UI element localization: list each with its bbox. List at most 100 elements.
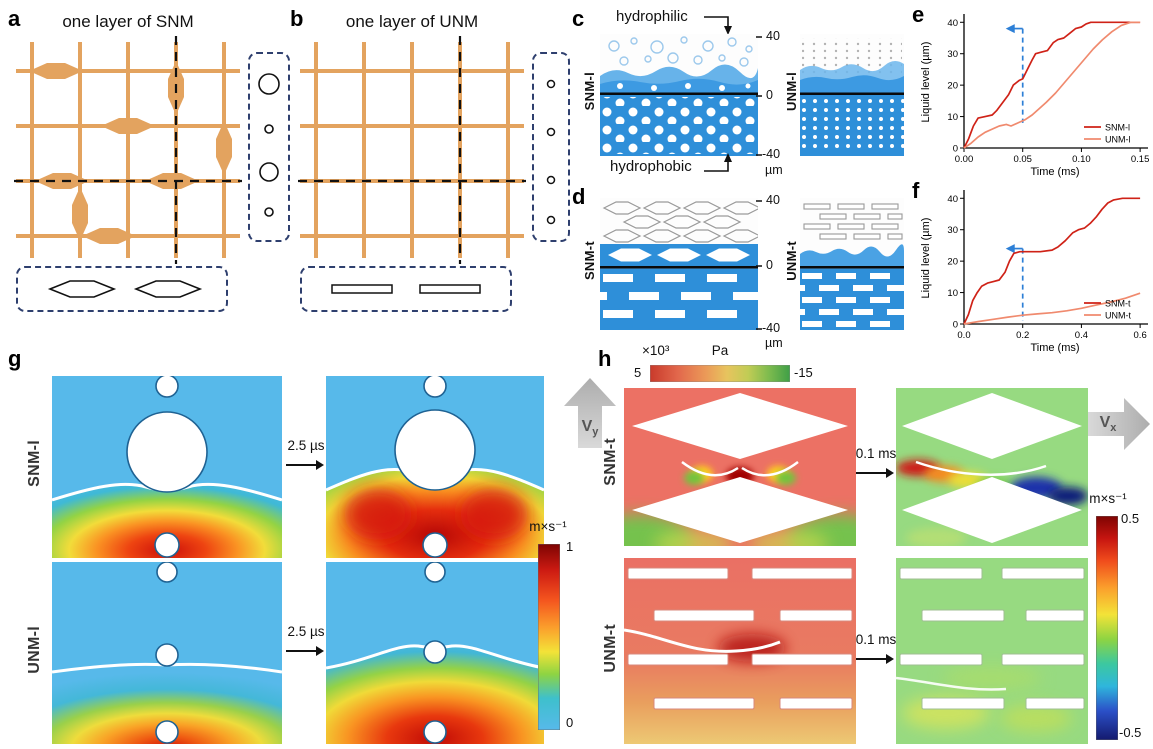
- svg-text:UNM-t: UNM-t: [1105, 311, 1131, 321]
- panel-g-time-label-row2: 2.5 µs: [287, 624, 325, 639]
- panel-b-title: one layer of UNM: [345, 12, 479, 31]
- pressure-colorbar: [650, 365, 790, 382]
- h-colorbar-unit: m×s⁻¹: [1089, 491, 1127, 506]
- velocity-letter: V: [1099, 414, 1111, 431]
- velocity-subscript: y: [592, 426, 599, 439]
- velocity-y-arrow-icon: [564, 378, 616, 448]
- svg-text:SNM-t: SNM-t: [1105, 299, 1131, 309]
- pressure-min: -15: [794, 365, 813, 380]
- unm-pore-side-view: [546, 79, 556, 225]
- scale-unit-c: µm: [765, 163, 783, 177]
- snm-t-pressure-field-t1: [896, 388, 1088, 546]
- panel-c-label: c: [572, 6, 585, 31]
- hydrophobic-pointer-icon: [704, 153, 732, 172]
- svg-text:Liquid level (µm): Liquid level (µm): [920, 42, 932, 123]
- svg-text:0.00: 0.00: [955, 154, 974, 165]
- scale-zero-d: 0: [766, 258, 773, 272]
- panel-b-label: b: [290, 6, 304, 31]
- snm-layer-grid-illustration: [14, 36, 242, 264]
- unm-t-wetting-snapshot: [800, 198, 904, 330]
- panel-a-label: a: [8, 6, 21, 31]
- unm-t-pressure-field-t0: [624, 558, 856, 744]
- svg-text:30: 30: [947, 49, 958, 60]
- snm-spindle-side-view: [47, 280, 203, 298]
- panel-d-left-image-label: SNM-t: [582, 241, 597, 281]
- panel-d-label: d: [572, 184, 586, 209]
- panel-c-left-image-label: SNM-l: [582, 72, 597, 111]
- g-colorbar-unit: m×s⁻¹: [529, 519, 567, 534]
- svg-text:0.4: 0.4: [1075, 330, 1088, 341]
- svg-text:30: 30: [947, 225, 958, 236]
- scale-min-c: -40: [762, 147, 781, 161]
- pressure-max: 5: [634, 365, 642, 380]
- scale-unit-d: µm: [765, 336, 783, 350]
- panel-g-row1-label: SNM-l: [26, 440, 43, 487]
- svg-text:0.0: 0.0: [957, 330, 970, 341]
- svg-text:40: 40: [947, 194, 958, 205]
- svg-text:SNM-l: SNM-l: [1105, 123, 1130, 133]
- velocity-x-arrow-icon: [1088, 398, 1150, 450]
- time-arrow-icon: [286, 646, 324, 656]
- snm-l-velocity-field-t0: [52, 376, 282, 558]
- velocity-x-label: Vx: [1090, 414, 1126, 434]
- panel-g-time-label-row1: 2.5 µs: [287, 438, 325, 453]
- snm-cross-section-horizontal-box: [16, 266, 228, 312]
- unm-t-pressure-field-t1: [896, 558, 1088, 744]
- svg-text:10: 10: [947, 112, 958, 123]
- svg-text:0.10: 0.10: [1072, 154, 1091, 165]
- g-colorbar-max: 1: [566, 539, 574, 554]
- panel-g-row2-label: UNM-l: [26, 626, 43, 674]
- panel-h-time-label-row2: 0.1 ms: [855, 632, 897, 647]
- snm-t-pressure-field-t0: [624, 388, 856, 546]
- svg-text:0.05: 0.05: [1013, 154, 1032, 165]
- time-arrow-icon: [286, 460, 324, 470]
- snm-t-wetting-snapshot: [600, 198, 758, 330]
- panel-h-label: h: [598, 346, 612, 371]
- depth-scale-ticks-d: [756, 200, 762, 330]
- panel-g-label: g: [8, 346, 22, 371]
- liquid-level-chart-transverse: 0 10 20 30 40 0.0 0.2 0.4 0.6 Time (ms) Liquid lev…: [920, 190, 1148, 354]
- g-colorbar-min: 0: [566, 715, 574, 730]
- svg-text:0: 0: [953, 144, 958, 155]
- panel-e-label: e: [912, 2, 925, 27]
- g-velocity-colorbar: [538, 544, 560, 730]
- svg-text:0.15: 0.15: [1131, 154, 1150, 165]
- unm-cross-section-horizontal-box: [300, 266, 512, 312]
- svg-text:40: 40: [947, 18, 958, 29]
- svg-text:Time (ms): Time (ms): [1030, 342, 1079, 354]
- scale-max-d: 40: [766, 193, 780, 207]
- svg-text:Time (ms): Time (ms): [1030, 166, 1079, 178]
- pressure-unit: Pa: [711, 343, 729, 358]
- liquid-level-chart-lateral: 0 10 20 30 40 0.00 0.05 0.10 0.15 Time (ms) Liquid…: [920, 14, 1150, 178]
- hydrophilic-annotation: hydrophilic: [616, 8, 688, 25]
- h-colorbar-max: 0.5: [1121, 511, 1140, 526]
- panel-f-label: f: [912, 178, 920, 203]
- svg-text:0: 0: [953, 320, 958, 331]
- panel-h-row2-label: UNM-t: [602, 624, 619, 673]
- scale-zero-c: 0: [766, 88, 773, 102]
- velocity-subscript: x: [1110, 422, 1117, 435]
- scale-max-c: 40: [766, 29, 780, 43]
- panel-a-title: one layer of SNM: [62, 12, 194, 31]
- svg-text:Liquid level (µm): Liquid level (µm): [920, 218, 932, 299]
- h-colorbar-min: -0.5: [1119, 725, 1142, 740]
- hydrophilic-pointer-icon: [704, 16, 732, 35]
- depth-scale-ticks-c: [756, 36, 762, 156]
- snm-l-wetting-snapshot: [600, 34, 758, 156]
- pressure-multiplier: ×10³: [642, 343, 670, 358]
- unm-cross-section-vertical-box: [532, 52, 570, 242]
- svg-text:0.6: 0.6: [1134, 330, 1147, 341]
- unm-l-velocity-field-t0: [52, 562, 282, 744]
- unm-slat-side-view: [331, 284, 481, 294]
- snm-pore-side-view: [258, 73, 280, 217]
- scale-min-d: -40: [762, 321, 781, 335]
- panel-h-row1-label: SNM-t: [602, 438, 619, 486]
- hydrophobic-annotation: hydrophobic: [610, 158, 692, 175]
- svg-text:0.2: 0.2: [1016, 330, 1029, 341]
- svg-text:20: 20: [947, 257, 958, 268]
- unm-layer-grid-illustration: [298, 36, 526, 264]
- h-velocity-colorbar: [1096, 516, 1118, 740]
- svg-text:10: 10: [947, 288, 958, 299]
- time-arrow-icon: [856, 468, 894, 478]
